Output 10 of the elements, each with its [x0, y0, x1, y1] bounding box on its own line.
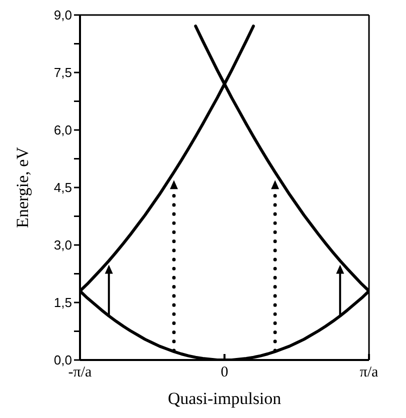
y-tick-label: 1,5	[54, 295, 72, 310]
x-tick-label: 0	[220, 364, 228, 381]
y-axis-title: Energie, eV	[13, 146, 32, 228]
x-tick-label: π/a	[360, 364, 379, 381]
y-tick-label: 3,0	[54, 238, 72, 253]
x-axis-title: Quasi-impulsion	[168, 389, 282, 408]
y-tick-label: 9,0	[54, 8, 72, 23]
y-tick-label: 6,0	[54, 122, 72, 138]
y-tick-label: 4,5	[54, 180, 72, 196]
y-tick-label: 7,5	[54, 65, 72, 80]
